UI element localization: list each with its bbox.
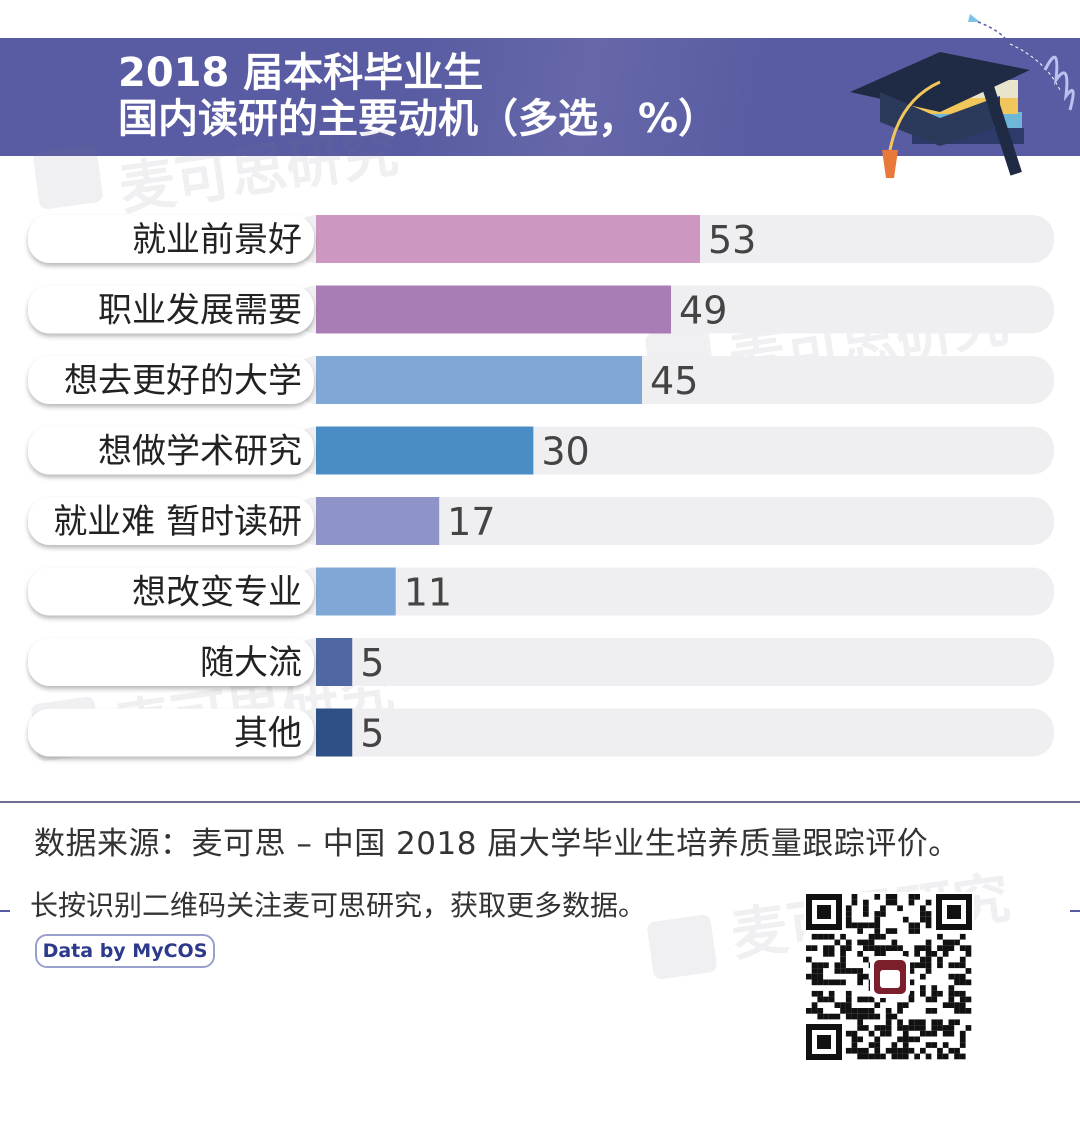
bar [316,215,700,263]
divider-dash [0,910,10,912]
category-label-pill [28,285,314,334]
value-label: 5 [360,641,384,685]
category-label-pill [28,215,314,263]
bar-track [294,497,1054,545]
category-label-pill [28,708,314,757]
category-label: 职业发展需要 [98,291,302,331]
bar-track [294,567,1054,616]
value-label: 5 [360,712,384,756]
divider-dash [1070,910,1080,912]
category-label-pill [28,426,314,475]
category-label-pill [28,497,314,545]
bar [316,356,643,404]
category-label: 随大流 [200,643,302,683]
bar [316,638,353,686]
category-label-pill [28,567,314,616]
category-label-pill [28,638,314,686]
banner-decoration [420,38,840,156]
qr-instruction: 长按识别二维码关注麦可思研究，获取更多数据。 [30,889,647,922]
watermark-logo [646,913,718,981]
value-label: 53 [708,218,756,262]
source-note: 数据来源：麦可思 – 中国 2018 届大学毕业生培养质量跟踪评价。 [34,826,960,862]
value-label: 45 [650,359,698,403]
value-label: 17 [447,500,495,544]
qr-code-icon[interactable] [804,892,974,1062]
bar [316,497,440,545]
value-label: 49 [679,289,727,333]
footer-divider [0,801,1080,803]
bar-track [294,708,1054,757]
chart-title-line1: 2018 届本科毕业生 [118,50,484,96]
bar-chart: 就业前景好 53 职业发展需要 49 想去更好的大学 45 想做学术研究 30 就业难 暂时读研… [28,215,1054,757]
category-label: 想做学术研究 [98,432,302,472]
value-label: 11 [404,571,452,615]
value-label: 30 [541,430,589,474]
category-label: 就业难 暂时读研 [53,502,302,542]
category-label: 其他 [234,714,302,754]
bar [316,285,672,334]
graduation-cap-books-icon [850,14,1075,178]
bar [316,426,534,475]
category-label: 就业前景好 [132,220,302,260]
bar [316,708,353,757]
bar [316,567,396,616]
category-label: 想改变专业 [132,573,302,613]
bar-track [294,638,1054,686]
data-by-mycos-badge: Data by MyCOS [35,934,215,968]
category-label-pill [28,356,314,404]
category-label: 想去更好的大学 [64,361,302,401]
chart-title-line2: 国内读研的主要动机（多选，%） [118,96,719,142]
